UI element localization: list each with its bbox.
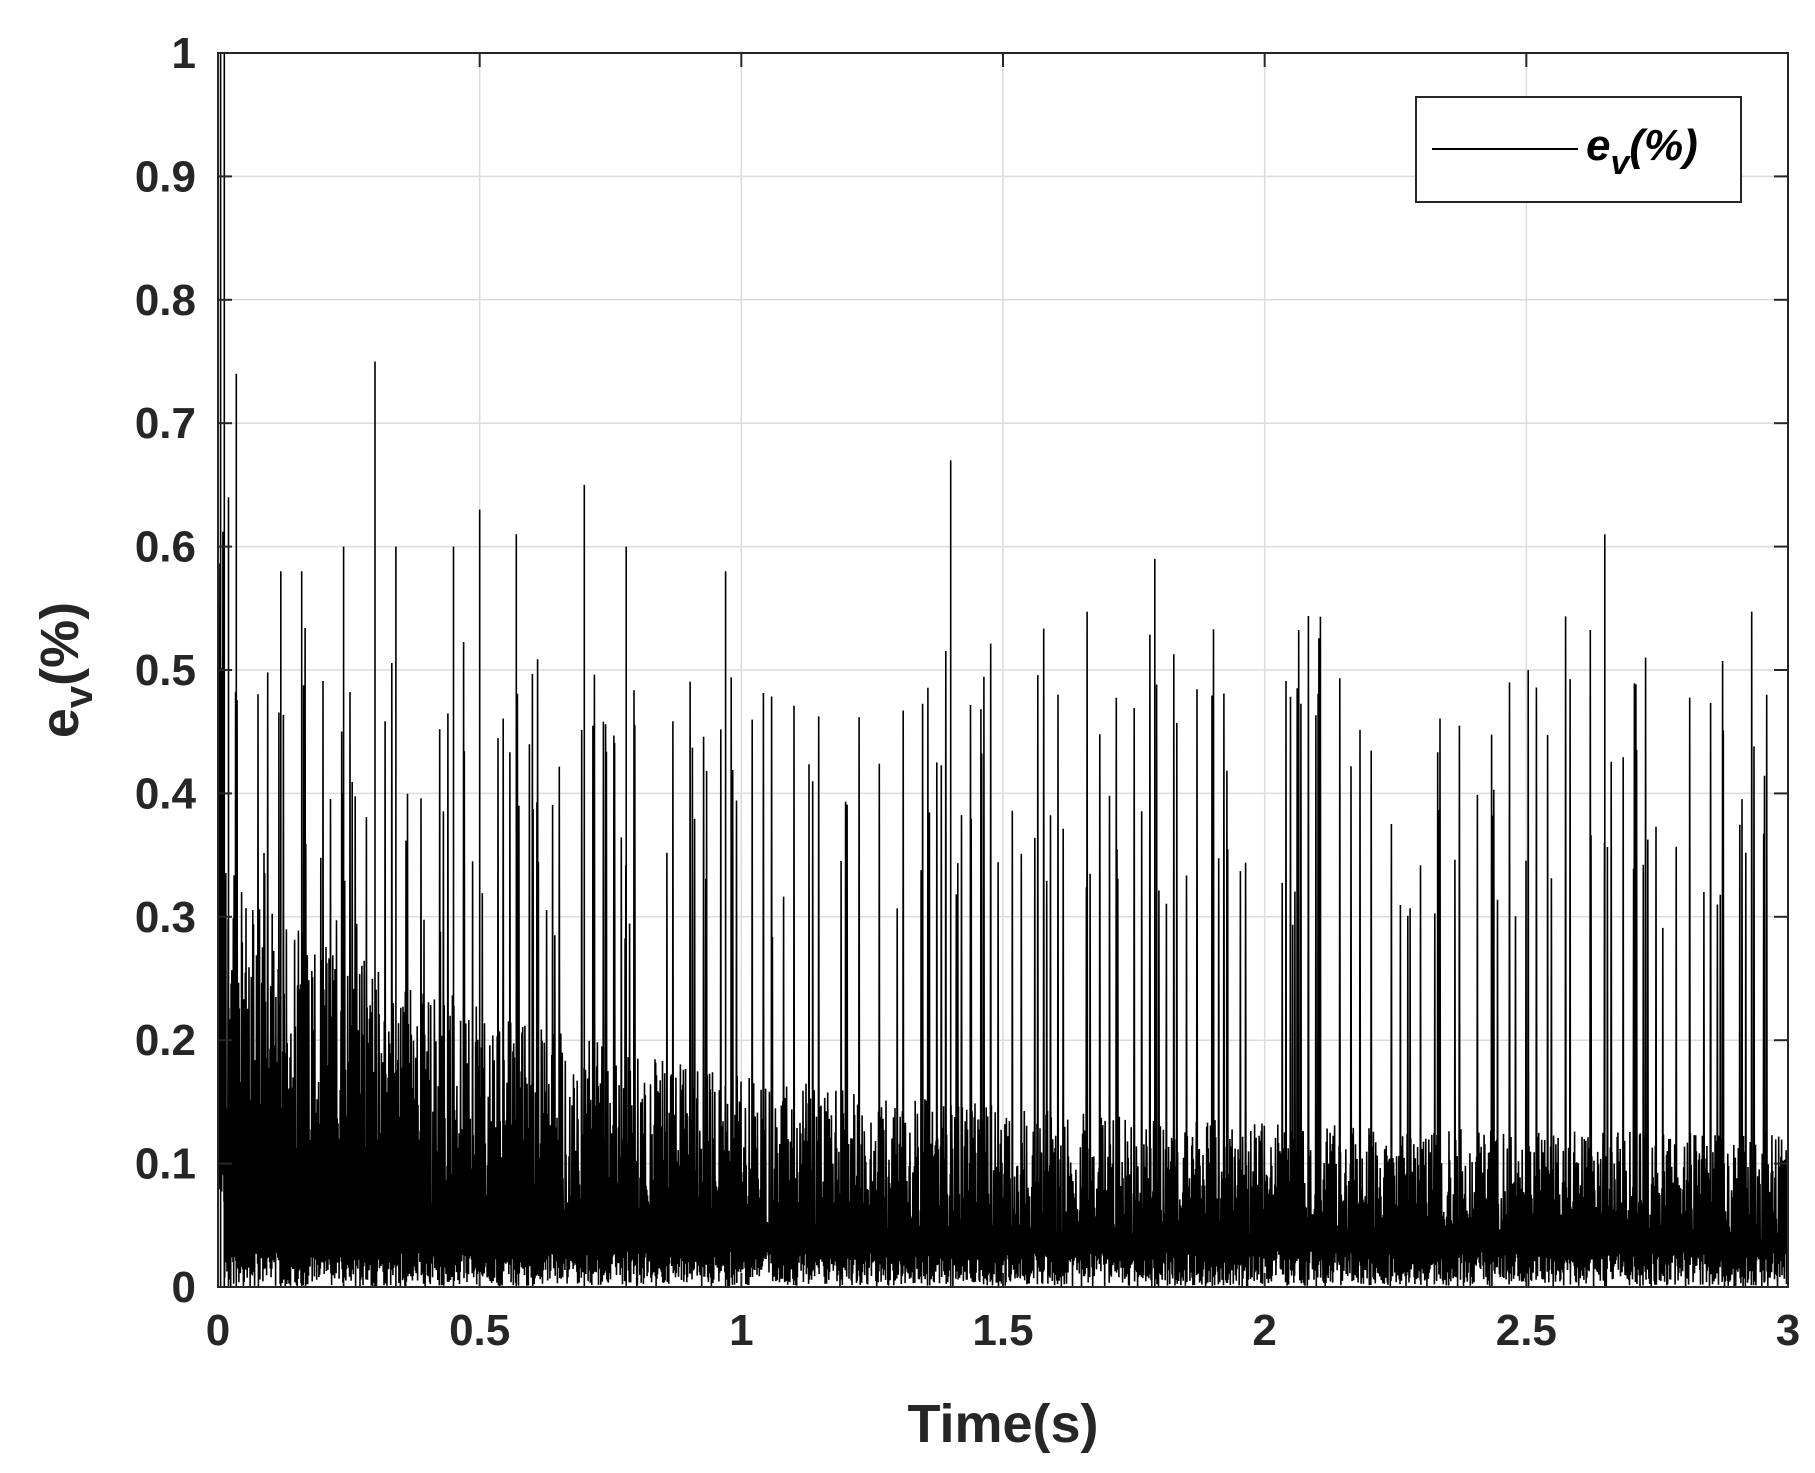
legend-entry-label: ev(%) [1586,121,1698,182]
y-tick-label: 1 [172,29,196,78]
x-tick-label: 0.5 [449,1306,510,1355]
y-tick-label: 0.8 [135,276,196,325]
ticks [217,52,1789,1288]
x-tick-label: 3 [1776,1306,1800,1355]
y-axis-title-base: e [30,708,90,738]
y-axis-title: ev(%) [30,602,101,738]
y-tick-label: 0.3 [135,893,196,942]
y-tick-label: 0.9 [135,152,196,201]
y-tick-label: 0.7 [135,399,196,448]
y-tick-label: 0.6 [135,523,196,572]
x-tick-label: 2 [1252,1306,1276,1355]
x-tick-label: 1.5 [972,1306,1033,1355]
y-tick-label: 0.2 [135,1016,196,1065]
legend-label-sub: v [1610,144,1631,182]
y-tick-label: 0 [172,1263,196,1312]
y-tick-labels: 0 0.1 0.2 0.3 0.4 0.5 0.6 0.7 0.8 0.9 1 [135,29,197,1312]
legend-label-rest: (%) [1629,121,1697,170]
y-axis-title-sub: v [57,685,101,708]
y-axis-title-rest: (%) [30,602,90,686]
legend-label-base: e [1586,121,1610,170]
y-tick-label: 0.1 [135,1140,196,1189]
legend: ev(%) [1415,96,1742,203]
y-tick-label: 0.4 [135,769,197,818]
x-tick-label: 1 [729,1306,753,1355]
y-tick-label: 0.5 [135,646,196,695]
x-tick-label: 0 [206,1306,230,1355]
x-axis-title: Time(s) [907,1394,1098,1454]
x-tick-label: 2.5 [1496,1306,1557,1355]
x-tick-labels: 0 0.5 1 1.5 2 2.5 3 [206,1306,1800,1355]
